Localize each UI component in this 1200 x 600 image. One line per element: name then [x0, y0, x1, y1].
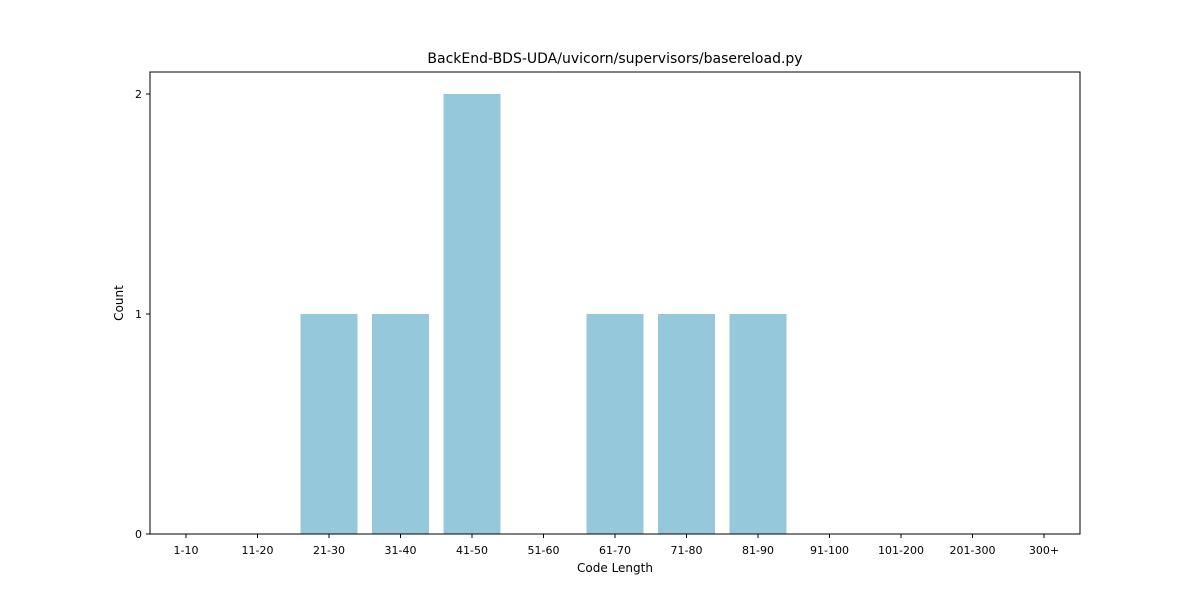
- x-tick-label: 81-90: [742, 544, 774, 557]
- bar-81-90: [729, 314, 787, 534]
- bar-71-80: [658, 314, 715, 534]
- y-axis-ticks: 0 1 2: [135, 88, 150, 541]
- x-tick-label: 91-100: [810, 544, 849, 557]
- x-tick-label: 41-50: [456, 544, 488, 557]
- x-axis-label: Code Length: [577, 561, 653, 575]
- bar-21-30: [300, 314, 358, 534]
- plot-frame: [149, 71, 1081, 535]
- bar-41-50: [443, 94, 501, 534]
- x-tick-label: 31-40: [385, 544, 417, 557]
- x-tick-label: 1-10: [174, 544, 199, 557]
- x-tick-label: 101-200: [878, 544, 924, 557]
- bar-61-70: [586, 314, 644, 534]
- x-axis-ticks: 1-10 11-20 21-30 31-40 41-50 51-60 61-70 71-80 8…: [174, 534, 1059, 557]
- x-tick-label: 300+: [1029, 544, 1059, 557]
- x-tick-label: 21-30: [313, 544, 345, 557]
- x-tick-label: 51-60: [528, 544, 560, 557]
- y-tick-label: 1: [135, 308, 142, 321]
- x-tick-label: 71-80: [671, 544, 703, 557]
- y-tick-label: 0: [135, 528, 142, 541]
- y-tick-label: 2: [135, 88, 142, 101]
- x-tick-label: 11-20: [242, 544, 274, 557]
- bars-layer: [300, 94, 787, 534]
- y-axis-label: Count: [112, 285, 126, 321]
- x-tick-label: 61-70: [599, 544, 631, 557]
- bar-31-40: [372, 314, 429, 534]
- chart-title: BackEnd-BDS-UDA/uvicorn/supervisors/base…: [427, 51, 802, 67]
- x-tick-label: 201-300: [950, 544, 996, 557]
